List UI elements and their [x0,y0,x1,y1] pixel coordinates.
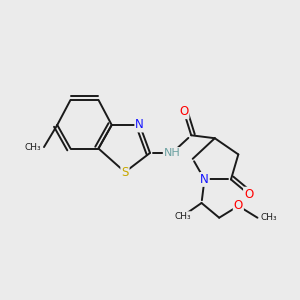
Text: O: O [234,200,243,212]
Text: CH₃: CH₃ [260,213,277,222]
Text: N: N [135,118,144,131]
Text: O: O [179,105,188,118]
Text: N: N [200,173,209,186]
Text: CH₃: CH₃ [24,142,41,152]
Text: CH₃: CH₃ [174,212,191,221]
Text: O: O [244,188,253,201]
Text: NH: NH [164,148,181,158]
Text: S: S [121,166,129,178]
